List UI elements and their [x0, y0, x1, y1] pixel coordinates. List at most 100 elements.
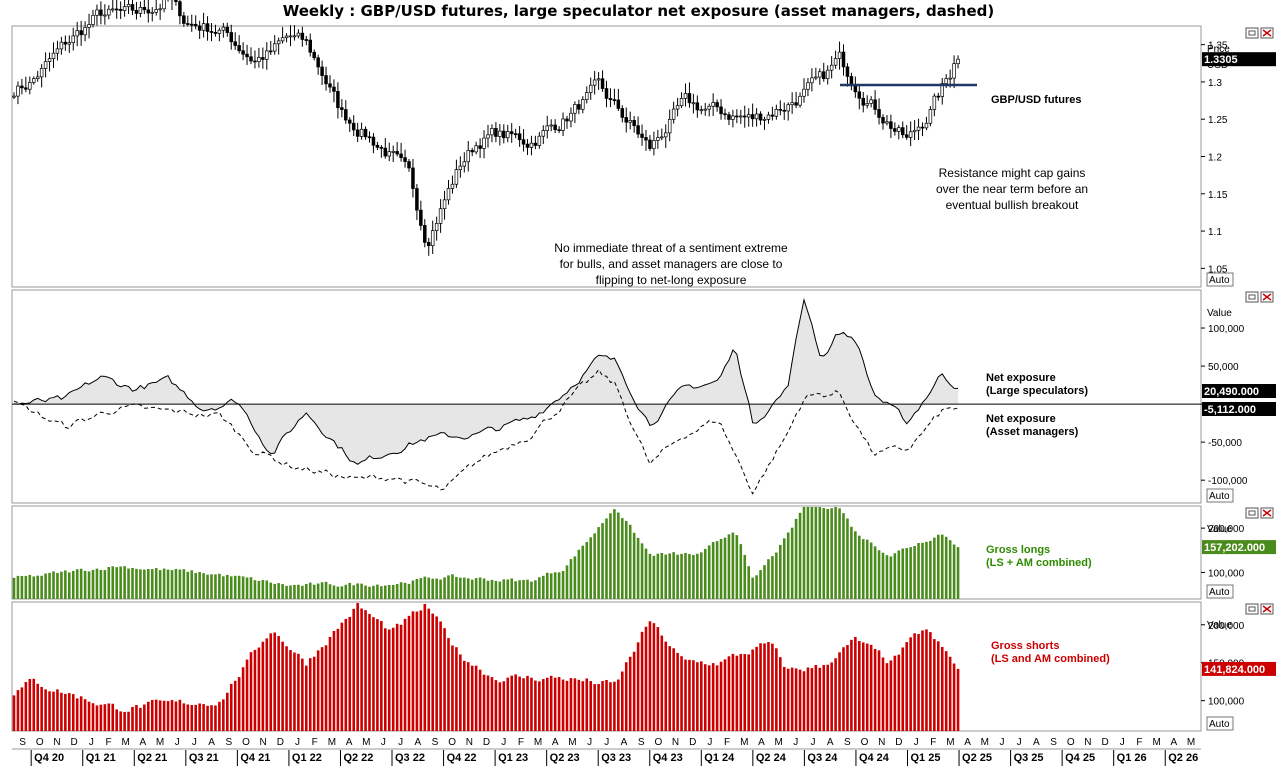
candle — [494, 122, 498, 143]
shorts-bar — [869, 644, 873, 731]
longs-bar — [399, 582, 403, 599]
shorts-bar — [439, 621, 442, 731]
longs-bar — [688, 553, 691, 599]
net-tick-label: 50,000 — [1208, 362, 1239, 373]
x-month-label: J — [914, 737, 919, 748]
candle-body — [932, 95, 937, 110]
candle — [391, 145, 395, 163]
candle-body — [877, 109, 881, 118]
candle — [912, 120, 917, 141]
shorts-bar — [257, 647, 261, 731]
x-quarter-label: Q2 24 — [756, 752, 787, 764]
candle-body — [893, 128, 897, 132]
longs-bar — [589, 537, 592, 599]
shorts-bar — [688, 659, 691, 731]
candle — [241, 42, 245, 61]
close-button[interactable] — [1260, 603, 1274, 615]
candle-body — [912, 129, 917, 133]
close-button[interactable] — [1260, 507, 1274, 519]
longs-bar — [107, 567, 111, 599]
shorts-tick-label: 100,000 — [1208, 697, 1245, 708]
longs-bar — [818, 507, 822, 599]
candle — [375, 141, 380, 151]
candle — [695, 95, 700, 118]
shorts-bar — [241, 667, 245, 731]
longs-bar — [447, 575, 450, 599]
longs-bar — [549, 573, 553, 599]
auto-scale-button[interactable]: Auto — [1206, 584, 1234, 599]
shorts-bar — [478, 669, 482, 731]
longs-bar — [731, 532, 735, 599]
shorts-bar — [119, 711, 122, 731]
longs-bar — [696, 553, 699, 599]
candle-body — [395, 151, 399, 155]
close-button[interactable] — [1260, 291, 1274, 303]
shorts-bar — [60, 692, 63, 731]
candle-body — [699, 109, 704, 112]
candle — [644, 130, 648, 151]
shorts-bar — [889, 660, 893, 731]
maximize-button[interactable] — [1245, 27, 1259, 39]
longs-bar — [771, 556, 774, 599]
longs-bar — [715, 541, 719, 599]
candle — [513, 128, 518, 139]
candle-body — [652, 140, 656, 149]
longs-bar — [127, 568, 130, 599]
auto-scale-button[interactable]: Auto — [1206, 272, 1234, 287]
longs-bar — [514, 581, 517, 599]
shorts-bar — [700, 661, 703, 731]
x-month-label: M — [774, 737, 782, 748]
candle — [28, 76, 32, 95]
candle-body — [857, 91, 862, 99]
longs-bar — [700, 552, 703, 599]
shorts-bar — [676, 652, 679, 731]
maximize-button[interactable] — [1245, 603, 1259, 615]
shorts-bar — [731, 653, 735, 731]
longs-bar — [301, 585, 304, 599]
candle — [190, 14, 194, 32]
auto-label: Auto — [1209, 275, 1230, 286]
shorts-bar — [549, 675, 553, 731]
candle — [584, 86, 589, 104]
candle — [707, 103, 711, 117]
candle-body — [742, 115, 747, 118]
longs-bar — [174, 568, 178, 599]
longs-bar — [850, 526, 853, 599]
candle — [269, 40, 273, 56]
longs-bar — [909, 547, 912, 599]
candle — [229, 24, 234, 50]
auto-scale-button[interactable]: Auto — [1206, 488, 1234, 503]
candle — [217, 27, 222, 42]
x-quarter-label: Q3 24 — [807, 752, 838, 764]
candle-body — [182, 15, 186, 24]
longs-bar — [332, 585, 336, 599]
shorts-bar — [123, 711, 126, 731]
shorts-bar — [727, 656, 731, 731]
candle — [703, 102, 707, 116]
candle — [569, 107, 573, 128]
shorts-bar — [850, 639, 853, 731]
longs-bar — [925, 541, 928, 599]
x-quarter-label: Q1 21 — [86, 752, 116, 764]
candle — [509, 123, 514, 143]
maximize-button[interactable] — [1245, 507, 1259, 519]
x-month-label: O — [1067, 737, 1075, 748]
candle-body — [91, 14, 95, 25]
shorts-bar — [553, 677, 557, 731]
candle — [324, 66, 328, 91]
x-month-label: O — [448, 737, 456, 748]
candle-body — [174, 0, 178, 2]
auto-scale-button[interactable]: Auto — [1206, 716, 1234, 731]
longs-bar — [170, 570, 174, 599]
x-month-label: S — [432, 737, 439, 748]
close-button[interactable] — [1260, 27, 1274, 39]
longs-bar — [257, 580, 261, 599]
candle — [332, 79, 336, 103]
x-month-label: F — [105, 737, 111, 748]
x-quarter-label: Q4 21 — [240, 752, 270, 764]
x-month-label: D — [277, 737, 284, 748]
candle-body — [107, 8, 111, 16]
shorts-bar — [873, 648, 877, 731]
maximize-button[interactable] — [1245, 291, 1259, 303]
candle — [276, 37, 281, 55]
